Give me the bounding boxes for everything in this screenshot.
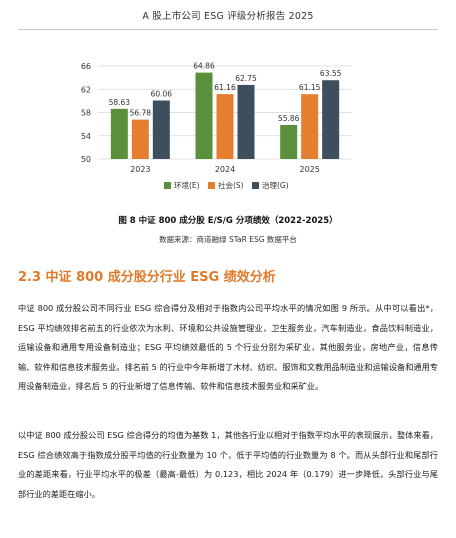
data-label: 64.86 [193, 62, 215, 71]
data-label: 61.15 [299, 83, 321, 92]
bar [280, 124, 298, 159]
running-header: A 股上市公司 ESG 评级分析报告 2025 [142, 11, 314, 22]
x-tick-label: 2023 [130, 165, 150, 174]
legend-label: 环境(E) [174, 180, 200, 190]
legend-label: 治理(G) [262, 180, 289, 190]
bar [110, 108, 128, 159]
figure-source: 数据来源：商道融绿 STaR ESG 数据平台 [159, 235, 297, 244]
bar [152, 100, 170, 159]
data-label: 58.63 [109, 98, 131, 107]
header-divider [18, 29, 438, 30]
x-tick-label: 2025 [299, 165, 319, 174]
data-label: 61.16 [214, 83, 236, 92]
legend-label: 社会(S) [218, 180, 244, 190]
figure-caption: 图 8 中证 800 成分股 E/S/G 分项绩效（2022-2025） [118, 216, 338, 226]
legend-swatch [252, 182, 259, 189]
section-heading: 2.3 中证 800 成分股分行业 ESG 绩效分析 [18, 270, 276, 285]
data-label: 63.55 [320, 69, 342, 78]
y-tick-label: 54 [81, 132, 91, 141]
bar [216, 94, 234, 159]
x-tick-label: 2024 [215, 165, 235, 174]
legend-swatch [164, 182, 171, 189]
y-tick-label: 66 [81, 62, 91, 71]
body-paragraph-1: 中证 800 成分股公司不同行业 ESG 综合得分及相对于指数内公司平均水平的情… [18, 303, 438, 391]
bar [237, 84, 255, 159]
data-label: 55.86 [278, 114, 300, 123]
data-label: 62.75 [235, 74, 257, 83]
y-tick-label: 58 [81, 109, 91, 118]
data-label: 56.78 [130, 109, 152, 118]
legend-swatch [208, 182, 215, 189]
y-tick-label: 62 [81, 85, 91, 94]
y-tick-label: 50 [81, 155, 91, 164]
bar [131, 119, 149, 159]
esg-bar-chart: 505458626658.6356.7860.06202364.8661.166… [81, 62, 352, 190]
bar [301, 94, 319, 159]
bar [195, 72, 213, 159]
body-paragraph-2: 以中证 800 成分股公司 ESG 综合得分的均值为基数 1，其他各行业以相对于… [18, 430, 438, 499]
bar [322, 80, 340, 159]
data-label: 60.06 [151, 90, 173, 99]
